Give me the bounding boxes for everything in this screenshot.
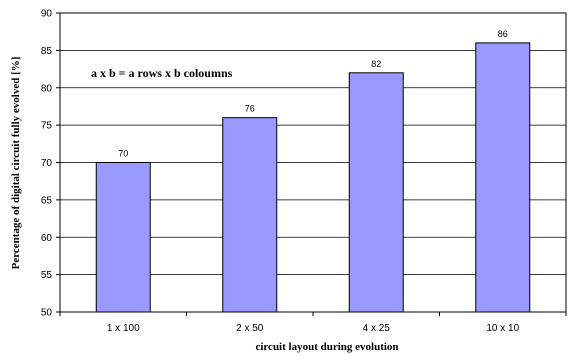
y-tick-label: 55: [41, 270, 53, 281]
data-label: 82: [371, 59, 381, 69]
x-tick-label: 10 x 10: [486, 323, 519, 334]
data-label: 76: [245, 104, 255, 114]
x-tick-label: 1 x 100: [107, 323, 140, 334]
x-tick-label: 4 x 25: [363, 323, 391, 334]
y-tick-label: 65: [41, 195, 53, 206]
x-axis-title: circuit layout during evolution: [255, 341, 398, 353]
bar: [348, 72, 404, 313]
y-axis-ticks: 50 55 60 65 70 75 80 85 90: [41, 9, 60, 319]
y-axis-title: Percentage of digital circuit fully evol…: [10, 57, 22, 270]
data-label: 86: [498, 29, 508, 39]
data-labels: 70 76 82 86: [118, 29, 508, 159]
x-axis-ticks: 1 x 100 2 x 50 4 x 25 10 x 10: [59, 312, 567, 334]
y-tick-label: 90: [41, 9, 53, 20]
bar: [95, 162, 151, 313]
y-tick-label: 85: [41, 46, 53, 57]
y-tick-label: 50: [41, 308, 53, 319]
bars: [95, 42, 531, 313]
y-tick-label: 75: [41, 121, 53, 132]
y-tick-label: 70: [41, 158, 53, 169]
bar: [475, 42, 531, 313]
y-tick-label: 60: [41, 233, 53, 244]
y-tick-label: 80: [41, 83, 53, 94]
data-label: 70: [118, 149, 128, 159]
bar: [222, 117, 278, 313]
x-tick-label: 2 x 50: [236, 323, 264, 334]
chart-annotation: a x b = a rows x b coloumns: [91, 66, 233, 80]
